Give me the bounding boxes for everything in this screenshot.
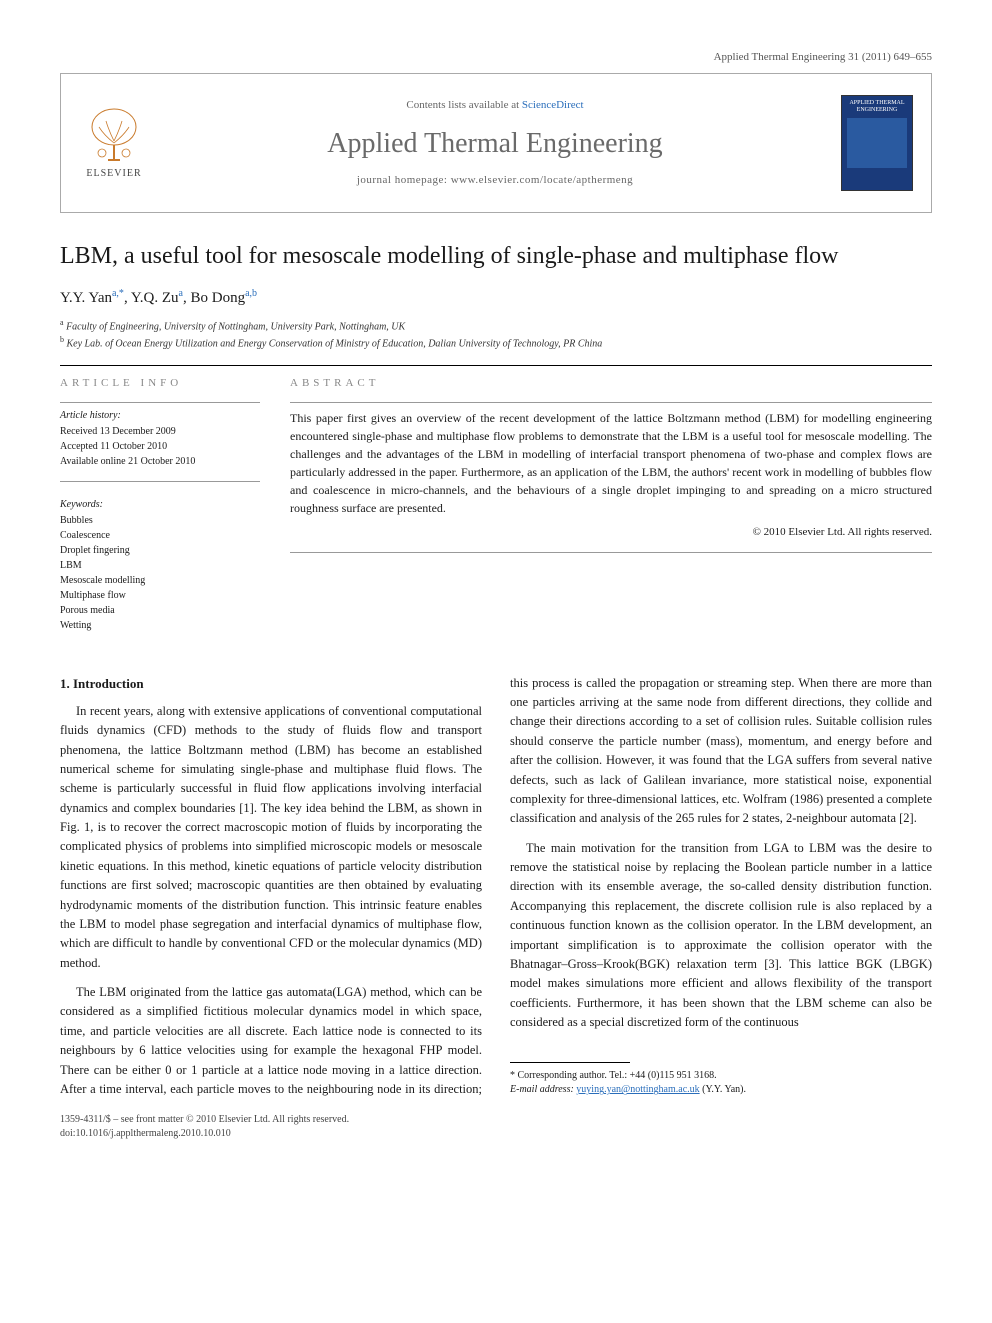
keyword-5: Multiphase flow: [60, 589, 260, 603]
front-matter-line: 1359-4311/$ – see front matter © 2010 El…: [60, 1113, 932, 1127]
article-title: LBM, a useful tool for mesoscale modelli…: [60, 241, 932, 272]
paragraph-3: The main motivation for the transition f…: [510, 839, 932, 1033]
abstract-block: ABSTRACT This paper first gives an overv…: [290, 376, 932, 633]
citation-line: Applied Thermal Engineering 31 (2011) 64…: [60, 50, 932, 65]
abstract-copyright: © 2010 Elsevier Ltd. All rights reserved…: [290, 525, 932, 540]
cover-image-placeholder: [847, 118, 907, 168]
journal-header: ELSEVIER Contents lists available at Sci…: [60, 73, 932, 213]
elsevier-tree-icon: [84, 105, 144, 165]
keyword-0: Bubbles: [60, 514, 260, 528]
bottom-matter: 1359-4311/$ – see front matter © 2010 El…: [60, 1113, 932, 1141]
keyword-2: Droplet fingering: [60, 544, 260, 558]
journal-homepage: journal homepage: www.elsevier.com/locat…: [167, 173, 823, 188]
footnotes: * Corresponding author. Tel.: +44 (0)115…: [510, 1069, 932, 1097]
page-container: Applied Thermal Engineering 31 (2011) 64…: [0, 0, 992, 1181]
article-info-block: ARTICLE INFO Article history: Received 1…: [60, 376, 260, 633]
corresponding-author-note: * Corresponding author. Tel.: +44 (0)115…: [510, 1069, 932, 1083]
sciencedirect-link[interactable]: ScienceDirect: [522, 99, 584, 111]
keyword-4: Mesoscale modelling: [60, 574, 260, 588]
divider-rule-1: [60, 365, 932, 366]
available-date: Available online 21 October 2010: [60, 455, 260, 469]
received-date: Received 13 December 2009: [60, 425, 260, 439]
email-line: E-mail address: yuying.yan@nottingham.ac…: [510, 1083, 932, 1097]
author-1: Y.Y. Yan: [60, 290, 112, 306]
author-3: Bo Dong: [191, 290, 246, 306]
email-suffix: (Y.Y. Yan).: [700, 1084, 746, 1095]
info-abstract-row: ARTICLE INFO Article history: Received 1…: [60, 376, 932, 633]
affiliation-a: a Faculty of Engineering, University of …: [60, 317, 932, 334]
affiliation-b: b Key Lab. of Ocean Energy Utilization a…: [60, 334, 932, 351]
contents-available: Contents lists available at ScienceDirec…: [167, 98, 823, 113]
author-3-sup: a,b: [245, 288, 257, 299]
elsevier-logo: ELSEVIER: [79, 105, 149, 181]
article-info-heading: ARTICLE INFO: [60, 376, 260, 391]
author-2: Y.Q. Zu: [131, 290, 179, 306]
email-label: E-mail address:: [510, 1084, 576, 1095]
keyword-6: Porous media: [60, 604, 260, 618]
elsevier-label: ELSEVIER: [86, 167, 141, 181]
authors-line: Y.Y. Yana,*, Y.Q. Zua, Bo Donga,b: [60, 287, 932, 309]
history-label: Article history:: [60, 409, 260, 423]
author-2-sup: a: [179, 288, 183, 299]
keywords-block: Keywords: Bubbles Coalescence Droplet fi…: [60, 498, 260, 633]
keyword-1: Coalescence: [60, 529, 260, 543]
accepted-date: Accepted 11 October 2010: [60, 440, 260, 454]
journal-cover-thumbnail: APPLIED THERMAL ENGINEERING: [841, 95, 913, 191]
contents-prefix: Contents lists available at: [406, 99, 521, 111]
paragraph-1: In recent years, along with extensive ap…: [60, 702, 482, 973]
journal-name: Applied Thermal Engineering: [167, 124, 823, 163]
author-1-sup: a,*: [112, 288, 124, 299]
section-1-heading: 1. Introduction: [60, 674, 482, 694]
cover-text: APPLIED THERMAL ENGINEERING: [844, 100, 910, 113]
keyword-7: Wetting: [60, 619, 260, 633]
keywords-label: Keywords:: [60, 498, 260, 512]
keyword-3: LBM: [60, 559, 260, 573]
email-link[interactable]: yuying.yan@nottingham.ac.uk: [576, 1084, 699, 1095]
affiliations: a Faculty of Engineering, University of …: [60, 317, 932, 352]
header-center: Contents lists available at ScienceDirec…: [167, 98, 823, 188]
footnote-separator: [510, 1062, 630, 1063]
doi-line: doi:10.1016/j.applthermaleng.2010.10.010: [60, 1127, 932, 1141]
abstract-text: This paper first gives an overview of th…: [290, 409, 932, 517]
body-text: 1. Introduction In recent years, along w…: [60, 674, 932, 1100]
abstract-heading: ABSTRACT: [290, 376, 932, 391]
